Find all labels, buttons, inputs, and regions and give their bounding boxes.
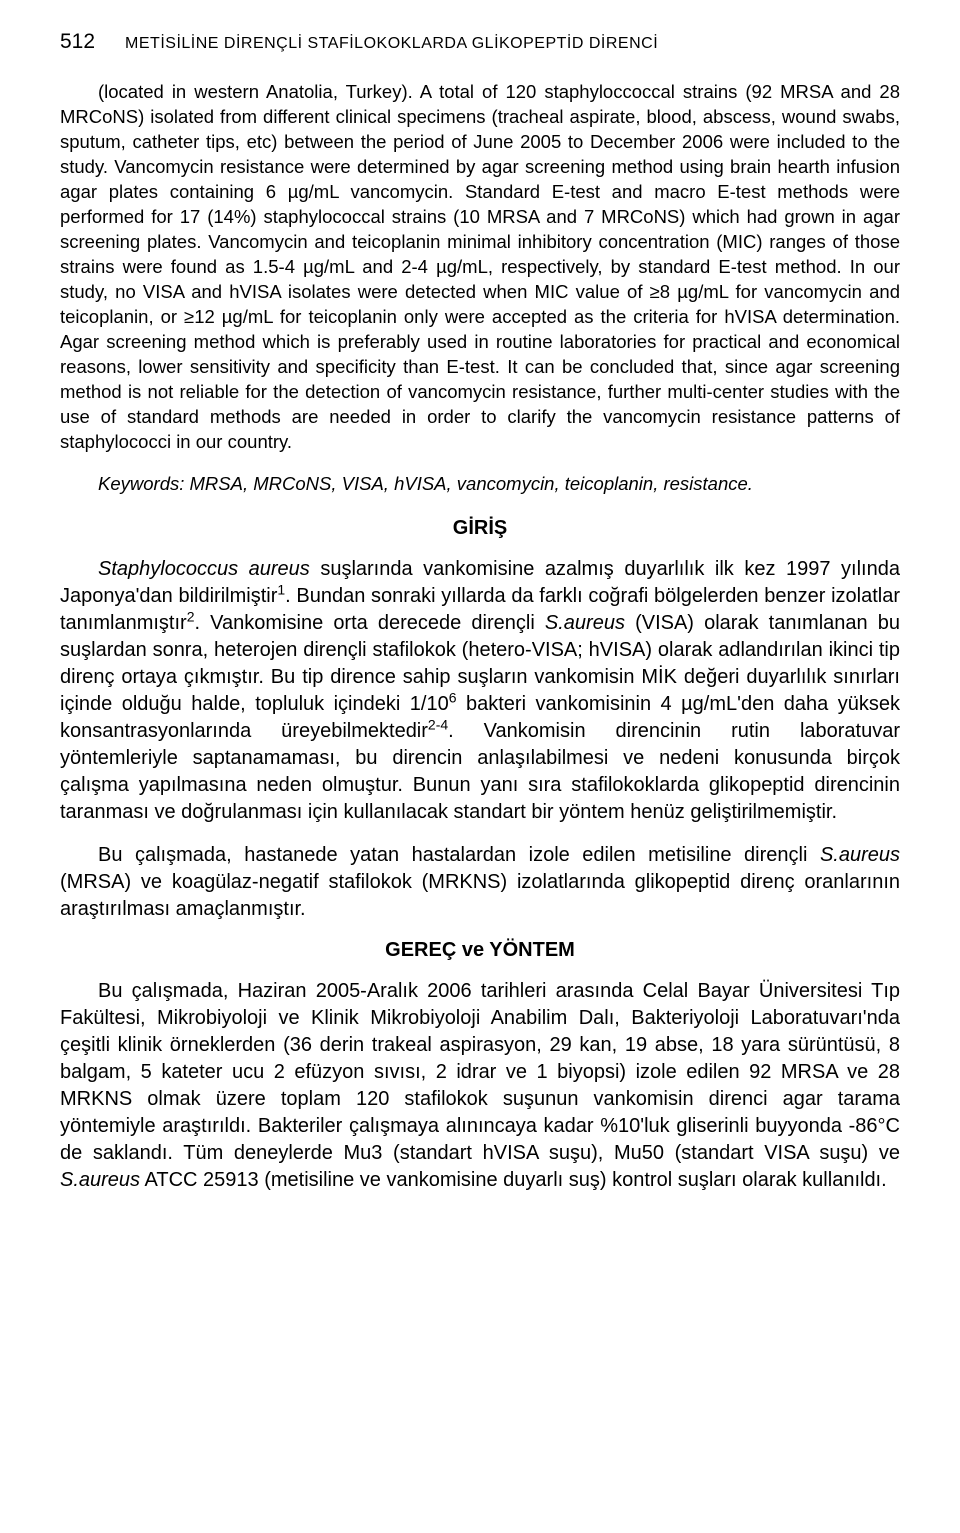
section-heading-giris: GİRİŞ bbox=[60, 517, 900, 540]
section-heading-gerec: GEREÇ ve YÖNTEM bbox=[60, 939, 900, 962]
giris-p2-text: Bu çalışmada, hastanede yatan hastalarda… bbox=[60, 844, 900, 920]
abstract-text: (located in western Anatolia, Turkey). A… bbox=[60, 81, 900, 452]
keywords-line: Keywords: MRSA, MRCoNS, VISA, hVISA, van… bbox=[60, 473, 900, 495]
abstract-paragraph: (located in western Anatolia, Turkey). A… bbox=[60, 80, 900, 455]
page-number: 512 bbox=[60, 30, 95, 54]
giris-paragraph-1: Staphylococcus aureus suşlarında vankomi… bbox=[60, 556, 900, 826]
running-header: 512 METİSİLİNE DİRENÇLİ STAFİLOKOKLARDA … bbox=[60, 30, 900, 54]
gerec-p1-text: Bu çalışmada, Haziran 2005-Aralık 2006 t… bbox=[60, 980, 900, 1191]
giris-p1-text: Staphylococcus aureus suşlarında vankomi… bbox=[60, 558, 900, 823]
giris-paragraph-2: Bu çalışmada, hastanede yatan hastalarda… bbox=[60, 842, 900, 923]
running-head-title: METİSİLİNE DİRENÇLİ STAFİLOKOKLARDA GLİK… bbox=[125, 35, 658, 53]
gerec-paragraph-1: Bu çalışmada, Haziran 2005-Aralık 2006 t… bbox=[60, 978, 900, 1194]
